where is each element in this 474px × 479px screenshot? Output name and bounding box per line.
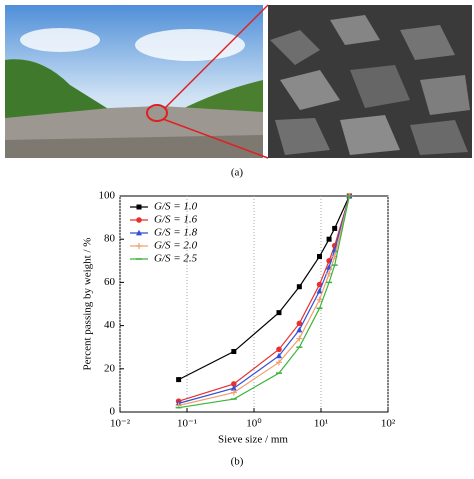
legend-label: G/S = 1.8 [154,227,198,239]
marker [326,270,333,277]
marker [326,236,332,242]
marker [275,352,282,359]
photo-rocks [268,5,472,158]
marker [276,310,282,316]
series-line [178,195,350,402]
marker [332,225,338,231]
photo-site [5,5,263,158]
series-line [178,195,350,404]
zoom-line [164,4,269,109]
x-tick-label: 10¹ [314,418,328,430]
legend-marker [136,243,142,249]
y-tick-label: 100 [99,190,116,202]
marker [296,335,303,342]
marker [176,377,182,383]
y-tick-label: 0 [110,406,116,418]
x-tick-label: 10² [381,418,396,430]
marker [230,385,237,391]
zoom-line [162,118,269,159]
marker [317,253,323,259]
legend-label: G/S = 2.5 [154,253,198,265]
legend-label: G/S = 2.0 [154,240,198,252]
legend-label: G/S = 1.6 [154,214,198,226]
y-tick-label: 80 [104,233,116,245]
y-tick-label: 40 [104,319,116,331]
x-tick-label: 10⁻² [110,418,131,430]
y-tick-label: 60 [104,276,116,288]
marker [231,349,237,355]
marker [231,381,237,387]
marker [316,296,323,303]
x-tick-label: 10⁰ [246,418,262,430]
marker [316,287,323,294]
series-line [178,195,350,407]
marker [276,346,282,353]
marker [296,326,303,333]
marker [296,284,302,290]
marker [275,359,282,366]
caption: (a) [231,167,244,179]
legend-marker [136,204,142,210]
caption: (b) [231,456,244,468]
legend-label: G/S = 1.0 [154,201,198,213]
legend-marker [136,229,142,236]
x-tick-label: 10⁻¹ [177,418,197,430]
y-tick-label: 20 [104,362,116,374]
y-axis-label: Percent passing by weight / % [82,238,94,371]
x-axis-label: Sieve size / mm [218,434,288,446]
legend-marker [136,217,142,223]
series-line [178,195,350,409]
marker [296,320,303,327]
marker [230,389,237,396]
